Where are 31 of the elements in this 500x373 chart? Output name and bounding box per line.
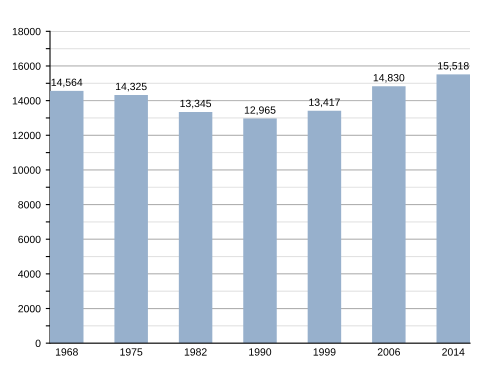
data-label: 15,518 [438,62,469,71]
bar [114,94,148,344]
y-tick-label: 12000 [12,132,41,140]
y-tick-label: 10000 [12,166,41,174]
x-tick-label: 1975 [120,348,142,356]
y-tick-label: 2000 [18,305,41,312]
x-tick-label: 2006 [378,348,400,356]
data-label: 12,965 [244,106,276,115]
y-tick-label: 18000 [12,28,41,36]
y-tick-label: 16000 [12,62,41,70]
bar [308,110,342,344]
y-tick-label: 6000 [18,236,41,244]
bar [50,90,84,344]
x-tick-label: 2014 [442,348,465,356]
data-label: 14,830 [374,74,404,83]
x-tick-label: 1968 [56,348,78,356]
y-tick-label: 14000 [12,97,41,105]
y-tick-label: 8000 [18,201,41,208]
data-label: 14,564 [52,78,82,88]
data-label: 13,345 [180,100,212,108]
bar [372,86,406,344]
bar [243,118,277,344]
data-label: 13,417 [309,98,340,108]
x-tick-label: 1982 [184,348,207,356]
data-label: 14,325 [116,82,147,92]
bar [436,74,470,344]
y-tick-label: 0 [36,340,41,348]
x-tick-label: 1990 [249,348,272,356]
y-tick-label: 4000 [18,270,41,278]
bar [178,112,212,344]
x-tick-label: 1999 [314,348,336,356]
